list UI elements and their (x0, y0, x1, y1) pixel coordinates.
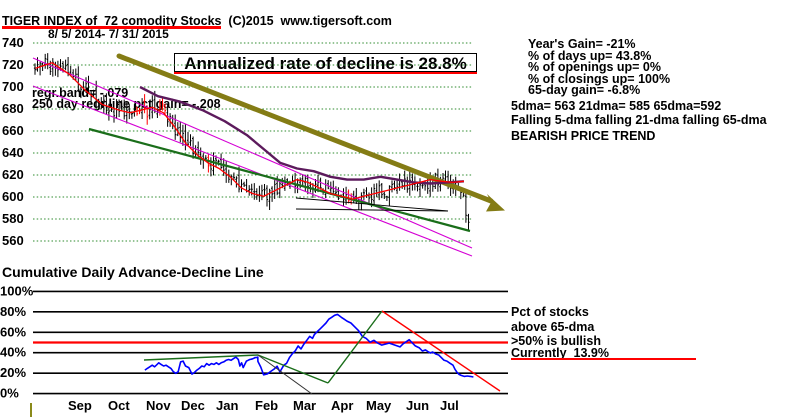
svg-text:560: 560 (2, 233, 24, 248)
svg-text:60%: 60% (0, 324, 26, 339)
svg-text:Nov: Nov (146, 398, 171, 413)
svg-text:80%: 80% (0, 304, 26, 319)
svg-text:740: 740 (2, 35, 24, 50)
svg-text:600: 600 (2, 189, 24, 204)
svg-text:Feb: Feb (255, 398, 278, 413)
svg-text:660: 660 (2, 123, 24, 138)
svg-text:0%: 0% (0, 386, 19, 401)
svg-text:Jul: Jul (440, 398, 459, 413)
svg-text:580: 580 (2, 211, 24, 226)
svg-text:May: May (366, 398, 392, 413)
svg-text:Jan: Jan (216, 398, 238, 413)
svg-text:640: 640 (2, 145, 24, 160)
svg-text:40%: 40% (0, 345, 26, 360)
svg-text:20%: 20% (0, 365, 26, 380)
svg-text:620: 620 (2, 167, 24, 182)
svg-text:100%: 100% (0, 283, 34, 298)
svg-text:Jun: Jun (406, 398, 429, 413)
svg-text:700: 700 (2, 79, 24, 94)
svg-text:Oct: Oct (108, 398, 130, 413)
svg-text:Sep: Sep (68, 398, 92, 413)
svg-text:Mar: Mar (293, 398, 316, 413)
svg-text:Dec: Dec (181, 398, 205, 413)
svg-text:720: 720 (2, 57, 24, 72)
svg-text:680: 680 (2, 101, 24, 116)
svg-text:Apr: Apr (331, 398, 353, 413)
